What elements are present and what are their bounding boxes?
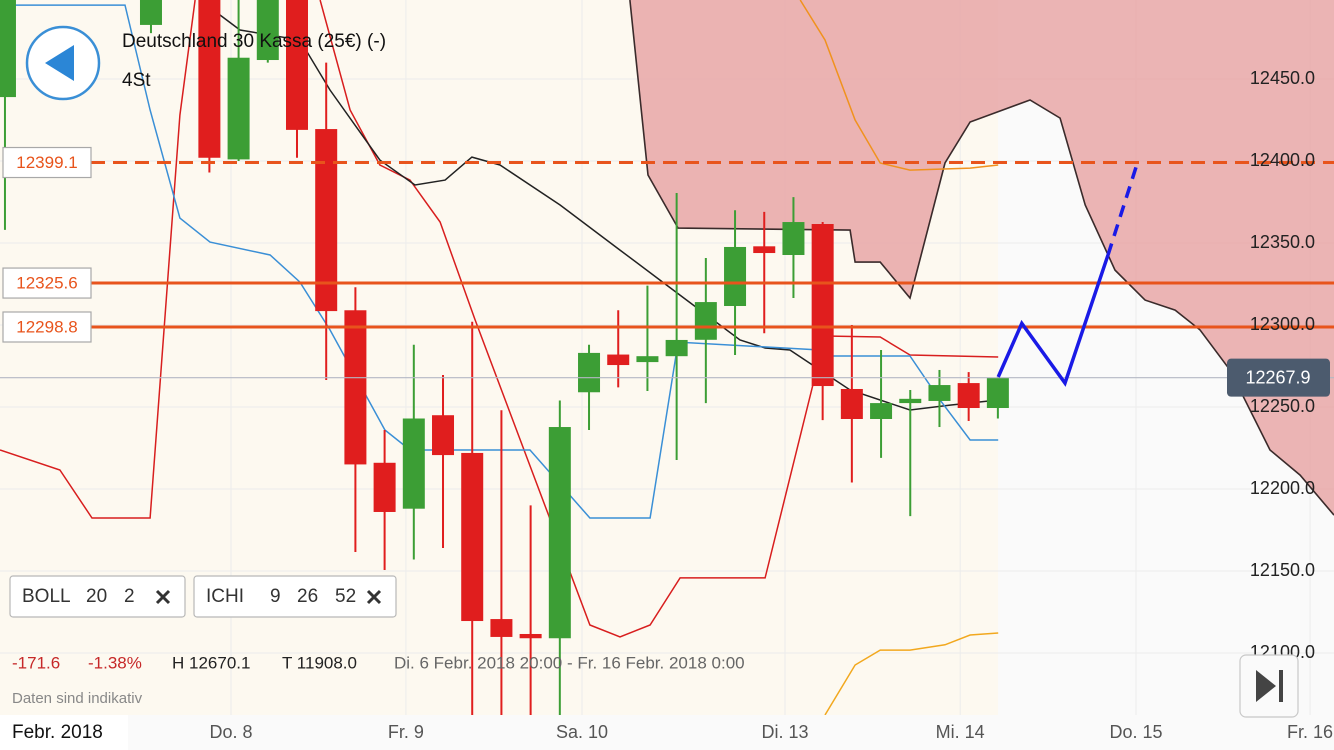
candle-body xyxy=(724,246,747,307)
candle-body xyxy=(344,310,367,465)
candle-body xyxy=(870,403,893,419)
indicator-param: 2 xyxy=(124,586,135,607)
x-tick-label: Mi. 14 xyxy=(936,722,985,742)
candle-body xyxy=(607,354,630,366)
candle-body xyxy=(782,222,805,256)
candle-body xyxy=(665,339,688,357)
remove-icon[interactable] xyxy=(366,589,382,605)
candle-body xyxy=(636,356,659,363)
indicator-chip[interactable] xyxy=(9,575,186,618)
y-tick-label: 12450.0 xyxy=(1250,68,1315,88)
candle-body xyxy=(0,0,16,98)
level-label-box xyxy=(2,267,92,299)
stat-range: Di. 6 Febr. 2018 20:00 - Fr. 16 Febr. 20… xyxy=(394,653,745,672)
period-label: Febr. 2018 xyxy=(12,722,103,743)
scroll-end-icon xyxy=(1256,670,1283,702)
stat-low: T 11908.0 xyxy=(282,653,357,672)
level-label: 12399.1 xyxy=(16,153,77,172)
candle-body xyxy=(840,388,863,419)
indicator-param: 52 xyxy=(335,586,356,607)
y-tick-label: 12350.0 xyxy=(1250,232,1315,252)
forecast-line xyxy=(1106,160,1140,256)
candle-body xyxy=(373,462,396,512)
indicator-line xyxy=(824,632,999,715)
candle-body xyxy=(519,633,542,639)
stat-high: H 12670.1 xyxy=(172,653,250,672)
y-tick-label: 12200.0 xyxy=(1250,478,1315,498)
candle-body xyxy=(402,418,425,509)
x-tick-label: Di. 13 xyxy=(761,722,808,742)
indicator-param: 20 xyxy=(86,586,107,607)
last-price-tag xyxy=(1227,358,1330,397)
stat-change: -171.6 xyxy=(12,653,60,672)
indicator-line xyxy=(0,0,196,519)
indicator-param: 26 xyxy=(297,586,318,607)
level-label: 12325.6 xyxy=(16,274,77,293)
remove-icon[interactable] xyxy=(155,589,171,605)
candle-body xyxy=(432,415,455,456)
y-tick-label: 12300.0 xyxy=(1250,314,1315,334)
back-icon xyxy=(45,45,74,81)
x-tick-label: Fr. 16 xyxy=(1287,722,1333,742)
x-tick-label: Do. 8 xyxy=(209,722,252,742)
overlay: 12399.112325.612298.812100.012150.012200… xyxy=(0,25,1334,750)
last-price-label: 12267.9 xyxy=(1245,367,1310,387)
level-label-box xyxy=(2,311,92,343)
candle-body xyxy=(285,0,308,130)
x-tick-label: Do. 15 xyxy=(1109,722,1162,742)
candle-body xyxy=(315,129,338,312)
indicator-line xyxy=(0,4,999,519)
candle-body xyxy=(957,383,980,409)
forecast-line xyxy=(996,254,1110,387)
indicator-name: ICHI xyxy=(206,586,244,607)
candle-body xyxy=(578,352,601,393)
candle-body xyxy=(928,385,951,401)
candle-body xyxy=(461,452,484,622)
period-box xyxy=(0,715,128,750)
candle-body xyxy=(548,427,571,639)
level-label-box xyxy=(2,146,92,179)
candle-body xyxy=(899,398,922,404)
indicator-name: BOLL xyxy=(22,586,71,607)
stat-change-pct: -1.38% xyxy=(88,653,142,672)
x-tick-label: Sa. 10 xyxy=(556,722,608,742)
x-tick-label: Fr. 9 xyxy=(388,722,424,742)
indicator-chip[interactable] xyxy=(193,575,397,618)
indicator-line xyxy=(319,0,999,638)
timeframe: 4St xyxy=(122,70,151,91)
level-label: 12298.8 xyxy=(16,317,77,336)
candle-body xyxy=(811,224,834,387)
candle-body xyxy=(139,0,162,25)
candle-body xyxy=(753,246,776,254)
x-axis-strip xyxy=(0,715,1334,750)
y-tick-label: 12250.0 xyxy=(1250,396,1315,416)
instrument-title: Deutschland 30 Kassa (25€) (-) xyxy=(122,31,386,52)
candle-body xyxy=(256,0,279,61)
disclaimer: Daten sind indikativ xyxy=(12,690,143,707)
candle-body xyxy=(198,0,221,158)
candle-body xyxy=(694,302,717,340)
candle-body xyxy=(986,377,1009,409)
y-tick-label: 12400.0 xyxy=(1250,150,1315,170)
ichimoku-cloud xyxy=(629,0,1334,516)
indicator-line xyxy=(799,0,999,171)
cloud-line xyxy=(629,0,1334,516)
y-tick-label: 12150.0 xyxy=(1250,560,1315,580)
candle-body xyxy=(227,57,250,160)
candle-body xyxy=(490,619,513,637)
indicator-line xyxy=(199,0,999,411)
indicator-param: 9 xyxy=(270,586,281,607)
